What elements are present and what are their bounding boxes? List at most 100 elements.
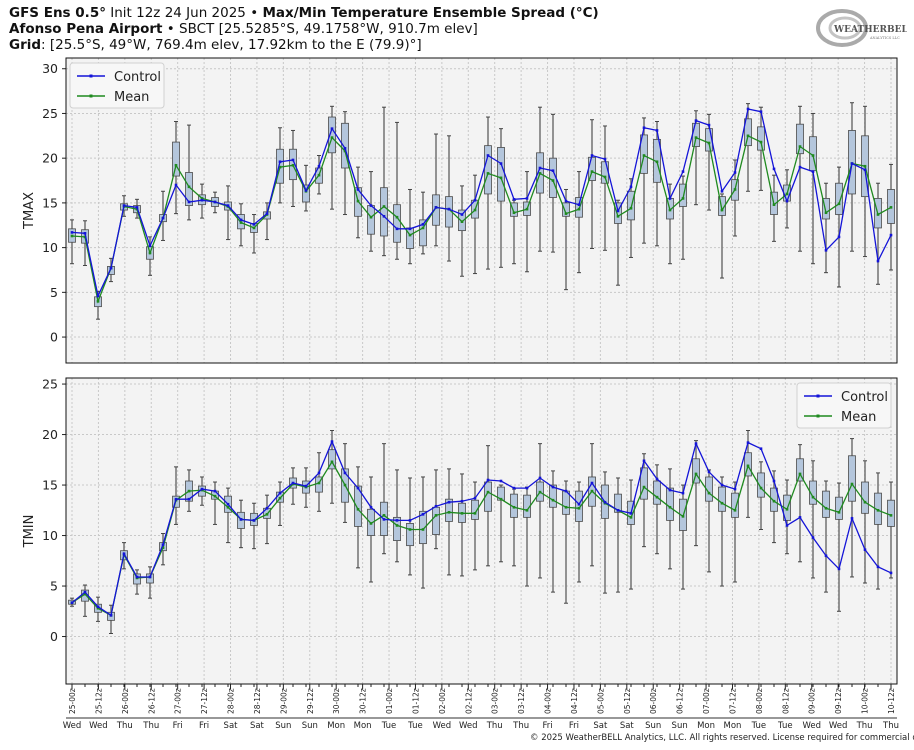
data-point-control: [226, 502, 230, 506]
x-tick-label: 03-12z: [517, 688, 526, 714]
data-point-mean: [265, 513, 269, 516]
data-point-mean: [824, 506, 828, 510]
data-point-control: [135, 206, 139, 209]
y-tick-label: 5: [50, 579, 58, 594]
data-point-control: [629, 512, 633, 515]
data-point-control: [96, 605, 100, 609]
data-point-control: [720, 189, 724, 193]
box: [393, 516, 401, 541]
data-point-control: [824, 249, 828, 252]
data-point-mean: [408, 528, 412, 531]
data-point-mean: [356, 199, 360, 203]
data-point-mean: [876, 213, 880, 216]
legend-marker: [89, 94, 93, 98]
data-point-control: [408, 227, 412, 231]
x-day-label: Tue: [777, 721, 793, 731]
data-point-control: [681, 491, 685, 495]
data-point-control: [746, 441, 750, 444]
data-point-control: [109, 614, 113, 617]
data-point-control: [629, 185, 633, 189]
data-point-mean: [642, 154, 646, 157]
data-point-control: [200, 198, 204, 202]
box: [744, 452, 752, 477]
x-tick-label: 26-12z: [147, 688, 156, 714]
data-point-mean: [473, 208, 477, 212]
box: [731, 492, 739, 518]
x-day-label: Sat: [250, 721, 265, 731]
data-point-control: [694, 119, 698, 122]
data-point-control: [291, 158, 295, 162]
data-point-control: [226, 204, 230, 207]
data-point-control: [655, 477, 659, 481]
data-point-mean: [720, 501, 724, 505]
box: [458, 209, 466, 232]
data-point-mean: [83, 235, 87, 239]
panel-tmin: 0 5 10 15 20 25 TMIN Control Mean: [22, 377, 898, 685]
x-tick-label: 03-00z: [491, 688, 500, 714]
data-point-control: [863, 168, 867, 172]
x-tick-label: 06-12z: [676, 688, 685, 714]
data-point-control: [135, 575, 139, 579]
x-tick-label: 07-00z: [702, 688, 711, 714]
data-point-mean: [382, 514, 386, 517]
data-point-mean: [70, 234, 74, 238]
x-day-label: Sun: [672, 721, 688, 731]
data-point-control: [603, 157, 607, 161]
x-day-label: Wed: [802, 721, 821, 731]
data-point-control: [551, 169, 555, 172]
copyright-notice: © 2025 WeatherBELL Analytics, LLC. All r…: [530, 733, 914, 743]
x-tick-label: 27-00z: [174, 688, 183, 714]
data-point-mean: [538, 172, 542, 175]
data-point-control: [343, 147, 347, 150]
data-point-mean: [161, 546, 165, 549]
series-line-mean: [71, 134, 892, 304]
box: [887, 499, 895, 527]
data-point-mean: [447, 511, 451, 514]
data-point-control: [694, 442, 698, 445]
data-point-mean: [785, 192, 789, 196]
data-point-mean: [96, 606, 100, 610]
data-point-mean: [525, 508, 529, 512]
box: [172, 141, 180, 177]
data-point-mean: [382, 205, 386, 208]
data-point-mean: [811, 495, 815, 499]
box: [484, 145, 492, 195]
data-point-mean: [798, 145, 802, 148]
data-point-mean: [460, 220, 464, 223]
data-point-control: [603, 500, 607, 504]
data-point-mean: [746, 464, 750, 468]
data-point-mean: [395, 524, 399, 527]
data-point-control: [239, 218, 243, 222]
x-day-label: Thu: [882, 721, 899, 731]
box: [510, 202, 518, 217]
x-tick-label: 29-00z: [279, 688, 288, 714]
series-line-control: [71, 108, 892, 298]
data-point-control: [356, 188, 360, 191]
x-tick-label: 25-00z: [68, 688, 77, 714]
data-point-control: [434, 504, 438, 508]
data-point-control: [421, 513, 425, 516]
box: [354, 485, 362, 527]
x-tick-label: 10-00z: [861, 688, 870, 714]
x-tick-label: 08-00z: [755, 688, 764, 714]
legend-marker: [816, 394, 820, 398]
y-tick-label: 0: [50, 330, 58, 345]
data-point-control: [330, 127, 334, 130]
data-point-control: [837, 567, 841, 571]
separator: •: [162, 21, 180, 37]
data-point-control: [616, 508, 620, 512]
data-point-control: [798, 165, 802, 169]
y-tick-label: 10: [42, 528, 58, 543]
data-point-mean: [278, 496, 282, 500]
data-point-mean: [239, 221, 243, 224]
data-point-control: [317, 471, 321, 475]
data-point-control: [642, 459, 646, 463]
data-point-mean: [356, 507, 360, 511]
x-tick-label: 30-12z: [359, 688, 368, 714]
data-point-control: [473, 198, 477, 202]
box: [692, 122, 700, 147]
box: [770, 487, 778, 512]
data-point-mean: [707, 141, 711, 145]
x-tick-label: 02-12z: [464, 688, 473, 714]
legend-label-mean: Mean: [114, 90, 149, 105]
